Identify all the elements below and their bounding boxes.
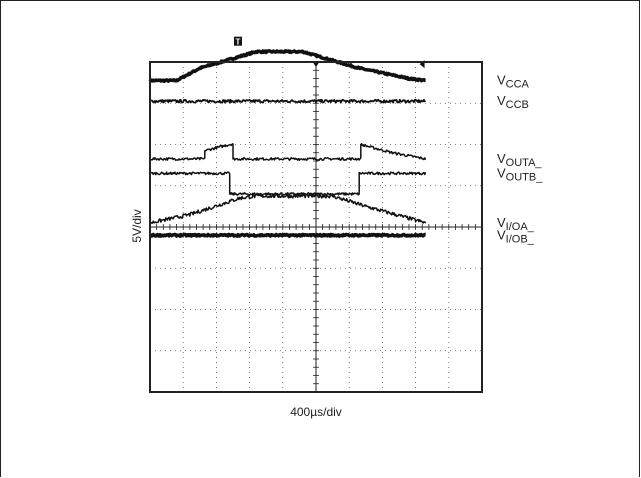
trace-label-main: V xyxy=(497,73,506,88)
trace-label-sub: OUTB_ xyxy=(506,171,544,183)
trigger-marker-t xyxy=(233,36,242,46)
trace-vi-oa xyxy=(149,193,427,225)
trigger-marker-letter: T xyxy=(236,38,241,47)
trace-label-main: V xyxy=(497,215,506,230)
trace-label: VOUTB_ xyxy=(497,165,543,183)
trace-label: VOUTA_ xyxy=(497,151,542,169)
trace-label-sub: CCB xyxy=(506,99,529,111)
trace-label-sub: OUTA_ xyxy=(506,157,543,169)
trace-vcca xyxy=(148,49,427,84)
trace-label-main: V xyxy=(497,165,506,180)
trace-label: VI/OA_ xyxy=(497,215,535,233)
plot-border xyxy=(149,61,483,393)
scope-grid xyxy=(150,62,482,392)
trace-label-sub: I/OA_ xyxy=(506,221,535,233)
trace-label-main: V xyxy=(497,93,506,108)
trace-vouta xyxy=(149,142,427,161)
trace-label-main: V xyxy=(497,227,506,242)
scope-traces xyxy=(148,49,427,238)
x-axis-label: 400µs/div xyxy=(290,405,342,419)
trace-label-main: V xyxy=(497,151,506,166)
y-axis-label: 5V/div xyxy=(130,209,144,242)
trace-label: VI/OB_ xyxy=(497,227,535,245)
trace-label: VCCB xyxy=(497,93,529,111)
trace-label-sub: I/OB_ xyxy=(506,233,535,245)
trace-vccb xyxy=(149,98,426,104)
trace-label-sub: CCA xyxy=(506,79,530,91)
trace-voutb xyxy=(149,171,427,196)
trace-label: VCCA xyxy=(497,73,530,91)
trace-vi-ob xyxy=(148,232,427,238)
